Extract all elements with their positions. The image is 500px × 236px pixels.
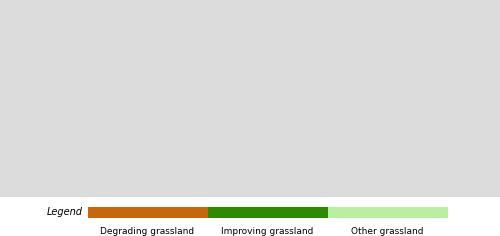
Text: Legend: Legend bbox=[46, 207, 82, 217]
FancyBboxPatch shape bbox=[0, 0, 500, 197]
Bar bbox=[328, 207, 448, 219]
Bar bbox=[208, 207, 328, 219]
Text: Improving grassland: Improving grassland bbox=[222, 227, 314, 236]
Text: Degrading grassland: Degrading grassland bbox=[100, 227, 194, 236]
Text: Other grassland: Other grassland bbox=[351, 227, 424, 236]
Bar bbox=[88, 207, 208, 219]
